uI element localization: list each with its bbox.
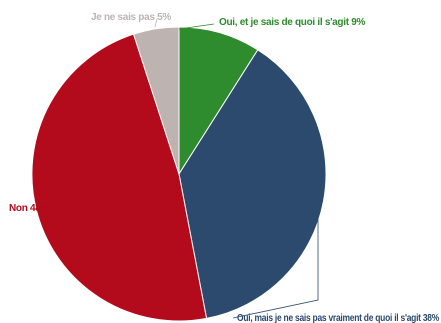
pie-slices xyxy=(31,26,327,322)
leader-line-oui-et-je-sais-de-quoi-il-s-agit xyxy=(178,23,215,30)
leader-line-non xyxy=(39,209,50,223)
slice-label-je-ne-sais-pas: Je ne sais pas 5% xyxy=(91,12,171,23)
pie-slice-oui-et-je-sais-de-quoi-il-s-agit xyxy=(178,26,259,176)
leader-lines xyxy=(39,18,319,319)
leader-line-je-ne-sais-pas xyxy=(154,18,158,28)
pie-slice-je-ne-sais-pas xyxy=(132,26,180,175)
slice-label-oui-mais-je-ne-sais-pas-vraiment-de-quoi-il-s-agit: Oui, mais je ne sais pas vraiment de quo… xyxy=(237,313,439,323)
slice-label-non: Non 48% xyxy=(9,203,50,214)
pie-slice-oui-mais-je-ne-sais-pas-vraiment-de-quoi-il-s-agit xyxy=(178,49,327,319)
slice-label-oui-et-je-sais-de-quoi-il-s-agit: Oui, et je sais de quoi il s'agit 9% xyxy=(219,17,365,28)
pie-slice-non xyxy=(31,33,208,322)
slice-labels: Oui, et je sais de quoi il s'agit 9% Oui,… xyxy=(9,12,440,323)
leader-line-oui-mais-je-ne-sais-pas-vraiment-de-quoi-il-s-agit xyxy=(232,199,319,319)
